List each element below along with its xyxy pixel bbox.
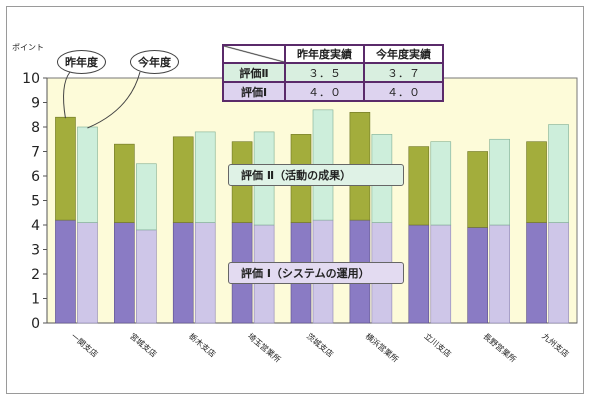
bar-eval1-previous xyxy=(114,222,135,324)
y-tick-label: 1 xyxy=(31,292,40,308)
x-tick-label: 立川支店 xyxy=(422,331,453,359)
x-tick-label: 長野営業所 xyxy=(481,331,518,364)
y-tick-label: 2 xyxy=(31,267,40,283)
bar-eval1-previous xyxy=(408,224,430,324)
y-tick-label: 5 xyxy=(31,194,40,210)
bar-eval1-previous xyxy=(526,222,547,324)
summary-table-corner xyxy=(222,44,286,64)
series-label-evaluation-1: 評価 Ⅰ（システムの運用） xyxy=(228,262,404,284)
legend-bubble-current-year: 今年度 xyxy=(130,50,179,74)
summary-table-cell: ３．７ xyxy=(363,62,444,83)
summary-table-row: 評価Ⅱ ３．５ ３．７ xyxy=(222,62,444,83)
legend-bubble-previous-year: 昨年度 xyxy=(57,50,106,74)
callout-line-previous xyxy=(63,71,71,119)
bar-eval2-current xyxy=(548,124,569,223)
summary-table-row: 評価Ⅰ ４．０ ４．０ xyxy=(222,81,444,102)
summary-table-header: 今年度実績 xyxy=(363,44,444,64)
bar-eval2-current xyxy=(194,131,216,223)
y-axis-unit-label: ポイント xyxy=(12,43,44,52)
summary-table-cell: ３．５ xyxy=(284,62,365,83)
bar-eval2-previous xyxy=(526,141,547,223)
bar-eval1-current xyxy=(194,222,216,324)
bar-eval1-previous xyxy=(172,222,194,324)
summary-table-header: 昨年度実績 xyxy=(284,44,365,64)
summary-table-header-row: 昨年度実績 今年度実績 xyxy=(222,44,444,64)
bar-eval2-current xyxy=(136,163,157,231)
bar-eval1-previous xyxy=(55,219,76,324)
bar-eval1-current xyxy=(77,222,98,324)
x-tick-label: 埼玉営業所 xyxy=(246,331,283,364)
y-tick-label: 8 xyxy=(31,120,40,136)
bar-eval1-current xyxy=(489,224,510,324)
bar-eval2-current xyxy=(77,126,98,223)
summary-table-cell: ４．０ xyxy=(363,81,444,102)
x-tick-label: 九州支店 xyxy=(540,331,571,359)
summary-table-row-label: 評価Ⅰ xyxy=(222,81,286,102)
y-tick-label: 0 xyxy=(31,316,40,332)
x-tick-label: 茨城支店 xyxy=(305,331,336,359)
series-label-evaluation-2: 評価 Ⅱ（活動の成果） xyxy=(228,164,404,186)
y-tick-label: 7 xyxy=(31,145,40,161)
x-tick-label: 横浜営業所 xyxy=(364,331,401,364)
bar-eval1-current xyxy=(430,224,452,324)
y-tick-label: 4 xyxy=(31,218,40,234)
summary-table: 昨年度実績 今年度実績 評価Ⅱ ３．５ ３．７ 評価Ⅰ ４．０ ４．０ xyxy=(222,44,444,102)
bar-eval2-previous xyxy=(172,136,194,223)
y-tick-label: 9 xyxy=(31,96,40,112)
x-tick-label: 栃木支店 xyxy=(187,331,218,359)
x-tick-label: 一関支店 xyxy=(69,331,100,359)
bar-eval1-previous xyxy=(467,227,488,324)
bar-eval2-previous xyxy=(55,116,76,221)
bar-eval2-previous xyxy=(408,146,430,226)
bar-eval1-current xyxy=(548,222,569,324)
summary-table-row-label: 評価Ⅱ xyxy=(222,62,286,83)
bar-eval2-current xyxy=(430,141,452,226)
y-tick-label: 6 xyxy=(31,169,40,185)
callout-line-current xyxy=(87,71,141,129)
y-tick-label: 3 xyxy=(31,243,40,259)
y-tick-label: 10 xyxy=(22,71,40,87)
bar-eval2-previous xyxy=(467,151,488,228)
x-tick-label: 宮城支店 xyxy=(128,331,159,359)
bar-eval2-previous xyxy=(114,143,135,223)
bar-eval2-current xyxy=(489,138,510,226)
bar-eval1-current xyxy=(136,229,157,324)
summary-table-cell: ４．０ xyxy=(284,81,365,102)
